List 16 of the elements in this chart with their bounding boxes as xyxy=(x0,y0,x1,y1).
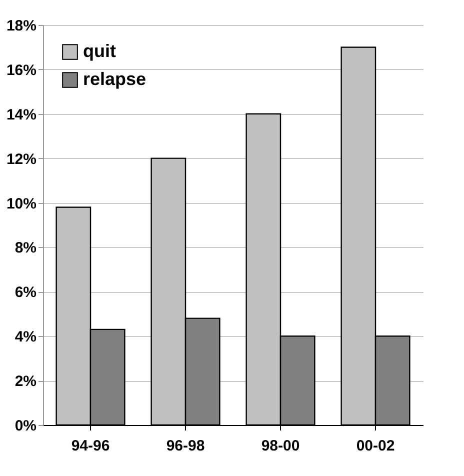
legend-label: quit xyxy=(83,41,116,61)
legend-label: relapse xyxy=(83,69,146,89)
x-tick-label: 00-02 xyxy=(356,438,395,454)
x-tick-label: 96-98 xyxy=(166,438,205,454)
y-tick-label: 16% xyxy=(6,62,36,79)
y-tick-label: 12% xyxy=(6,150,36,168)
y-tick-label: 10% xyxy=(6,195,36,212)
y-tick-label: 18% xyxy=(6,18,36,34)
x-tick-label: 98-00 xyxy=(261,438,300,454)
y-tick-label: 0% xyxy=(14,418,36,434)
y-tick-label: 8% xyxy=(14,240,36,257)
y-tick-label: 14% xyxy=(6,106,36,124)
y-tick-label: 2% xyxy=(14,373,36,390)
x-tick-label: 94-96 xyxy=(71,438,110,454)
y-tick-label: 6% xyxy=(14,284,36,302)
y-tick-label: 4% xyxy=(14,328,36,346)
